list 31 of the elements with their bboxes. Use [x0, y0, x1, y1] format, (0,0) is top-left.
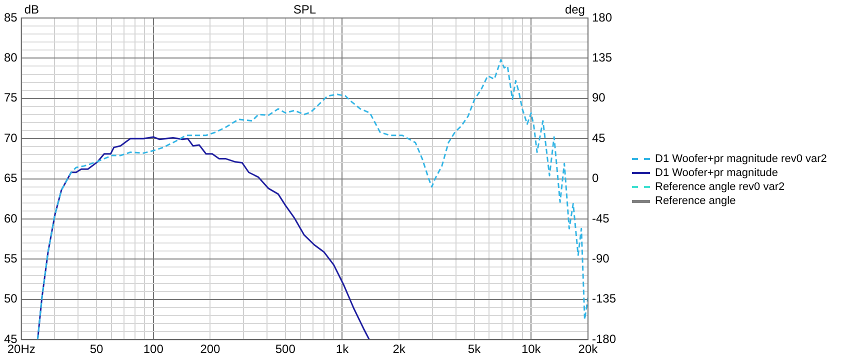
chart-title: SPL	[293, 2, 316, 16]
x-tick-label: 5k	[468, 342, 482, 356]
legend-label: Reference angle	[655, 194, 736, 208]
y2-tick-label: 0	[592, 171, 599, 186]
legend-label: D1 Woofer+pr magnitude rev0 var2	[655, 152, 827, 166]
x-tick-label: 200	[200, 342, 221, 356]
y2-tick-label: 135	[592, 50, 612, 65]
x-tick-label: 1k	[336, 342, 350, 356]
y2-tick-label: 90	[592, 90, 606, 105]
legend-label: Reference angle rev0 var2	[655, 180, 785, 194]
y2-tick-label: -135	[592, 292, 616, 306]
x-tick-label: 500	[275, 342, 296, 356]
y-tick-label: 55	[4, 252, 18, 266]
y-tick-label: 70	[4, 130, 18, 145]
x-tick-label: 2k	[392, 342, 406, 356]
y2-tick-label: 45	[592, 130, 606, 145]
x-tick-label: 50	[90, 342, 104, 356]
y2-tick-label: 180	[592, 10, 612, 24]
y2-axis-title: deg	[564, 2, 585, 16]
y2-tick-label: -45	[592, 211, 610, 226]
y-tick-label: 50	[4, 292, 18, 306]
y-tick-label: 80	[4, 50, 18, 65]
y-tick-label: 75	[4, 90, 18, 105]
y-axis-title: dB	[24, 2, 40, 16]
y-tick-label: 85	[4, 10, 18, 24]
legend-label: D1 Woofer+pr magnitude	[655, 166, 778, 180]
y-tick-label: 60	[4, 211, 18, 226]
x-tick-label: 100	[143, 342, 164, 356]
y-tick-label: 65	[4, 171, 18, 186]
y2-tick-label: -90	[592, 252, 610, 266]
x-tick-label: 10k	[521, 342, 542, 356]
